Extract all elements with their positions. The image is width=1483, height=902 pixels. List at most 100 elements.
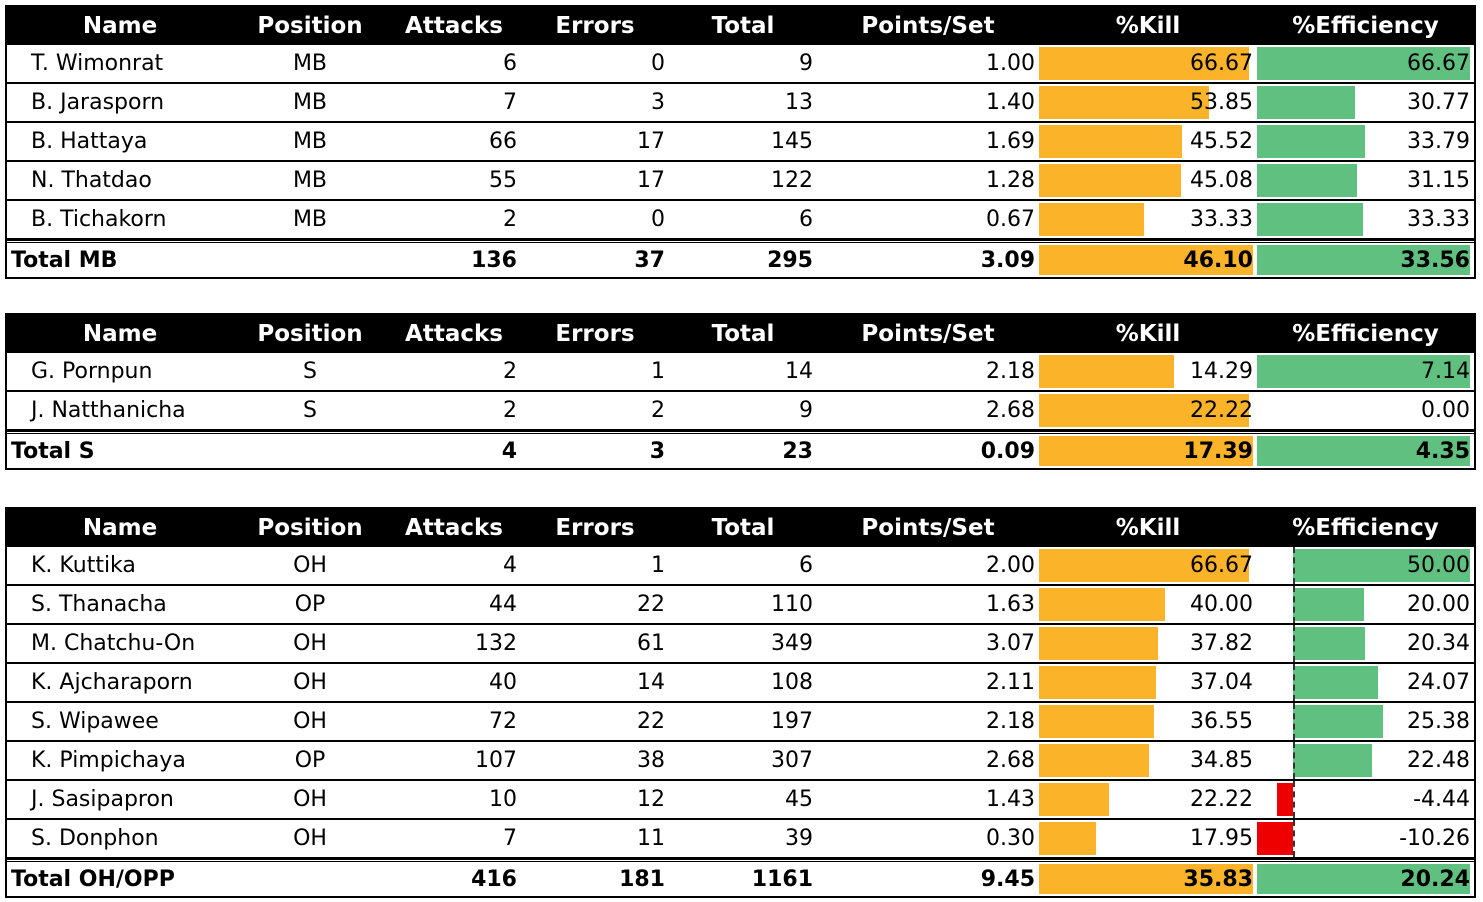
total-value-text: 295 <box>767 247 813 273</box>
kill-data-bar <box>1039 436 1253 466</box>
table-row: S. Wipawee OH 72 22 197 2.18 36.55 25.38 <box>7 703 1474 742</box>
total-value: 295 <box>669 243 817 277</box>
points-per-set-value-text: 0.09 <box>980 438 1035 464</box>
total-value-text: 13 <box>785 90 813 115</box>
attacks-value: 4 <box>387 547 521 584</box>
efficiency-percent-text: 50.00 <box>1407 553 1470 578</box>
header-attacks: Attacks <box>387 315 521 353</box>
player-name-text: M. Chatchu-On <box>31 631 196 656</box>
player-position: S <box>233 392 387 429</box>
table-row: K. Kuttika OH 4 1 6 2.00 66.67 50.00 <box>7 547 1474 586</box>
points-per-set-value: 1.63 <box>817 586 1039 623</box>
efficiency-data-bar <box>1257 47 1470 80</box>
errors-value-text: 181 <box>619 866 665 892</box>
header-errors: Errors <box>521 315 669 353</box>
efficiency-negative-bar <box>1277 783 1293 816</box>
errors-value-text: 11 <box>637 826 665 851</box>
efficiency-zero-axis <box>1293 781 1295 818</box>
total-value: 1161 <box>669 862 817 896</box>
kill-percent-text: 40.00 <box>1190 592 1253 617</box>
attacks-value: 107 <box>387 742 521 779</box>
player-name-text: J. Natthanicha <box>31 398 186 423</box>
errors-value-text: 22 <box>637 592 665 617</box>
points-per-set-value-text: 3.07 <box>986 631 1035 656</box>
points-per-set-value: 2.11 <box>817 664 1039 701</box>
efficiency-percent-text: -10.26 <box>1399 826 1470 851</box>
points-per-set-value: 3.09 <box>817 243 1039 277</box>
points-per-set-value-text: 3.09 <box>980 247 1035 273</box>
player-name: S. Donphon <box>7 820 233 857</box>
attacks-value: 44 <box>387 586 521 623</box>
efficiency-percent: 66.67 <box>1257 45 1474 82</box>
player-position: OP <box>233 586 387 623</box>
kill-percent-text: 14.29 <box>1190 359 1253 384</box>
player-name: G. Pornpun <box>7 353 233 390</box>
errors-value: 22 <box>521 703 669 740</box>
attacks-value: 132 <box>387 625 521 662</box>
header-total-text: Total <box>711 321 775 347</box>
kill-percent: 14.29 <box>1039 353 1257 390</box>
total-value-text: 122 <box>771 168 813 193</box>
kill-data-bar <box>1039 822 1096 855</box>
errors-value: 1 <box>521 353 669 390</box>
player-name-text: K. Ajcharaporn <box>31 670 193 695</box>
player-position: OH <box>233 547 387 584</box>
errors-value: 0 <box>521 201 669 238</box>
points-per-set-value-text: 2.18 <box>986 709 1035 734</box>
header-total: Total <box>669 7 817 45</box>
errors-value-text: 3 <box>651 90 665 115</box>
header-points-per-set-text: Points/Set <box>861 13 995 39</box>
player-position-text: OH <box>293 553 327 578</box>
efficiency-zero-axis <box>1293 703 1295 740</box>
header-kill-text: %Kill <box>1115 321 1181 347</box>
total-value-text: 6 <box>799 207 813 232</box>
player-position: MB <box>233 84 387 121</box>
efficiency-percent: 33.56 <box>1257 243 1474 277</box>
efficiency-percent-text: 30.77 <box>1407 90 1470 115</box>
errors-value: 17 <box>521 162 669 199</box>
header-errors-text: Errors <box>555 515 635 541</box>
total-value-text: 23 <box>782 438 813 464</box>
points-per-set-value: 2.18 <box>817 353 1039 390</box>
player-position-text: MB <box>292 168 328 193</box>
player-position-text: OH <box>293 670 327 695</box>
efficiency-percent: 4.35 <box>1257 434 1474 468</box>
header-name: Name <box>7 315 233 353</box>
kill-percent-text: 17.39 <box>1183 438 1253 464</box>
player-name: Total S <box>7 434 233 468</box>
player-name-text: J. Sasipapron <box>31 787 174 812</box>
player-name-text: S. Thanacha <box>31 592 167 617</box>
player-name: T. Wimonrat <box>7 45 233 82</box>
player-name-text: T. Wimonrat <box>31 51 164 76</box>
player-position-text: MB <box>292 51 328 76</box>
points-per-set-value: 1.00 <box>817 45 1039 82</box>
points-per-set-value-text: 2.68 <box>986 748 1035 773</box>
table-row: J. Natthanicha S 2 2 9 2.68 22.22 0.00 <box>7 392 1474 431</box>
kill-percent: 22.22 <box>1039 392 1257 429</box>
attacks-value: 6 <box>387 45 521 82</box>
player-position-text: MB <box>292 207 328 232</box>
kill-percent: 53.85 <box>1039 84 1257 121</box>
points-per-set-value-text: 1.40 <box>986 90 1035 115</box>
efficiency-data-bar <box>1293 705 1383 738</box>
table-row: K. Ajcharaporn OH 40 14 108 2.11 37.04 24.07 <box>7 664 1474 703</box>
kill-percent-text: 17.95 <box>1190 826 1253 851</box>
total-value: 108 <box>669 664 817 701</box>
efficiency-data-bar <box>1257 436 1470 466</box>
total-value: 6 <box>669 201 817 238</box>
player-position: OP <box>233 742 387 779</box>
total-value: 145 <box>669 123 817 160</box>
header-name: Name <box>7 7 233 45</box>
total-value-text: 1161 <box>751 866 813 892</box>
points-per-set-value: 1.43 <box>817 781 1039 818</box>
points-per-set-value: 9.45 <box>817 862 1039 896</box>
efficiency-data-bar <box>1293 549 1470 582</box>
attacks-value-text: 55 <box>489 168 517 193</box>
errors-value: 3 <box>521 434 669 468</box>
kill-data-bar <box>1039 164 1181 197</box>
header-points-per-set: Points/Set <box>817 509 1039 547</box>
kill-percent: 17.95 <box>1039 820 1257 857</box>
total-row: Total S 4 3 23 0.09 17.39 4.35 <box>7 431 1474 470</box>
attacks-value: 40 <box>387 664 521 701</box>
table-row: B. Jarasporn MB 7 3 13 1.40 53.85 30.77 <box>7 84 1474 123</box>
